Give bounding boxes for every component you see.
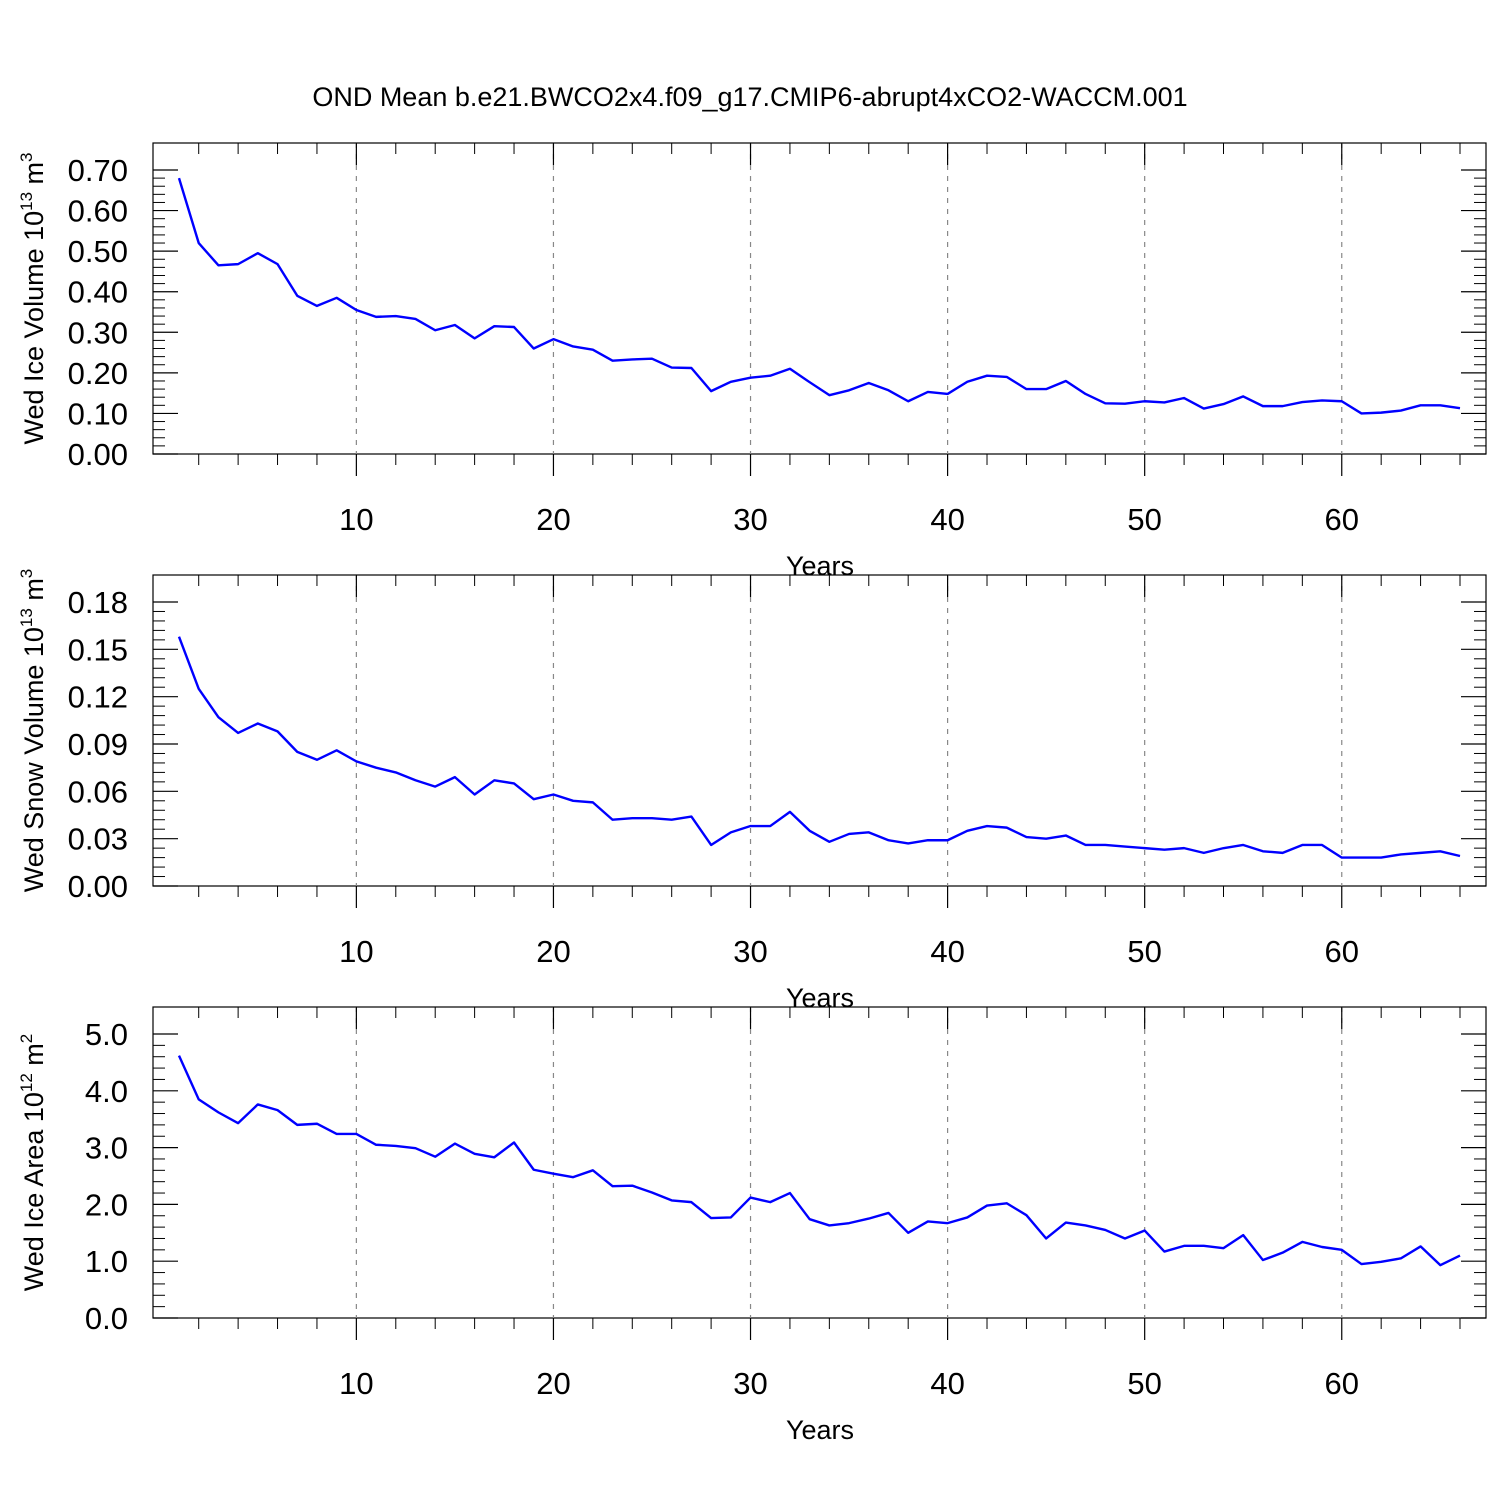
x-axis-label: Years <box>786 983 854 1013</box>
y-tick-label: 0.03 <box>68 822 128 857</box>
figure-title: OND Mean b.e21.BWCO2x4.f09_g17.CMIP6-abr… <box>312 82 1187 112</box>
y-tick-label: 0.0 <box>85 1301 128 1336</box>
plot-frame <box>152 1006 1487 1319</box>
series-line <box>177 1055 1461 1267</box>
y-axis-label: Wed Ice Area 1012 m2 <box>17 1034 49 1292</box>
y-tick-label: 0.20 <box>68 356 128 391</box>
y-tick-label: 0.10 <box>68 396 128 431</box>
x-axis-label: Years <box>786 551 854 581</box>
y-tick-label: 0.06 <box>68 774 128 809</box>
x-tick-label: 40 <box>930 502 964 537</box>
x-tick-label: 60 <box>1325 1366 1359 1401</box>
y-tick-label: 5.0 <box>85 1017 128 1052</box>
x-tick-label: 30 <box>733 1366 767 1401</box>
x-tick-label: 50 <box>1127 1366 1161 1401</box>
x-tick-label: 20 <box>536 1366 570 1401</box>
plot-frame <box>152 574 1487 887</box>
y-tick-label: 0.60 <box>68 194 128 229</box>
x-tick-label: 40 <box>930 1366 964 1401</box>
x-tick-label: 30 <box>733 934 767 969</box>
x-tick-label: 50 <box>1127 934 1161 969</box>
x-tick-label: 10 <box>339 1366 373 1401</box>
x-tick-label: 40 <box>930 934 964 969</box>
plot-frame <box>152 142 1487 455</box>
y-tick-label: 0.00 <box>68 437 128 472</box>
chart-panel-3: 10 20 30 40 50 60 0.0 1.0 2.0 3.0 4.0 5.0 Years Wed I… <box>17 1006 1487 1445</box>
y-tick-label: 0.70 <box>68 153 128 188</box>
chart-panel-2: 10 20 30 40 50 60 0.00 0.03 0.06 0.09 0.12 0.15 0.18… <box>17 569 1487 1013</box>
y-tick-label: 0.50 <box>68 234 128 269</box>
y-tick-label: 0.12 <box>68 680 128 715</box>
x-tick-label: 10 <box>339 502 373 537</box>
x-tick-label: 60 <box>1325 934 1359 969</box>
y-tick-label: 0.15 <box>68 632 128 667</box>
y-tick-label: 0.00 <box>68 869 128 904</box>
x-tick-label: 50 <box>1127 502 1161 537</box>
x-tick-label: 10 <box>339 934 373 969</box>
y-tick-label: 0.40 <box>68 275 128 310</box>
series-line <box>177 636 1461 859</box>
y-tick-label: 4.0 <box>85 1074 128 1109</box>
y-tick-label: 3.0 <box>85 1131 128 1166</box>
x-tick-label: 20 <box>536 934 570 969</box>
y-axis-label: Wed Ice Volume 1013 m3 <box>17 152 49 444</box>
chart-panel-1: 10 20 30 40 50 60 0.00 0.10 0.20 0.30 0.40 0.50 0.60… <box>17 142 1487 581</box>
y-tick-label: 2.0 <box>85 1187 128 1222</box>
x-tick-label: 20 <box>536 502 570 537</box>
x-axis-label: Years <box>786 1415 854 1445</box>
x-tick-label: 30 <box>733 502 767 537</box>
y-tick-label: 0.18 <box>68 585 128 620</box>
y-axis-label: Wed Snow Volume 1013 m3 <box>17 569 49 893</box>
y-tick-label: 0.30 <box>68 315 128 350</box>
x-tick-label: 60 <box>1325 502 1359 537</box>
y-tick-label: 1.0 <box>85 1244 128 1279</box>
series-line <box>177 177 1461 415</box>
y-tick-label: 0.09 <box>68 727 128 762</box>
